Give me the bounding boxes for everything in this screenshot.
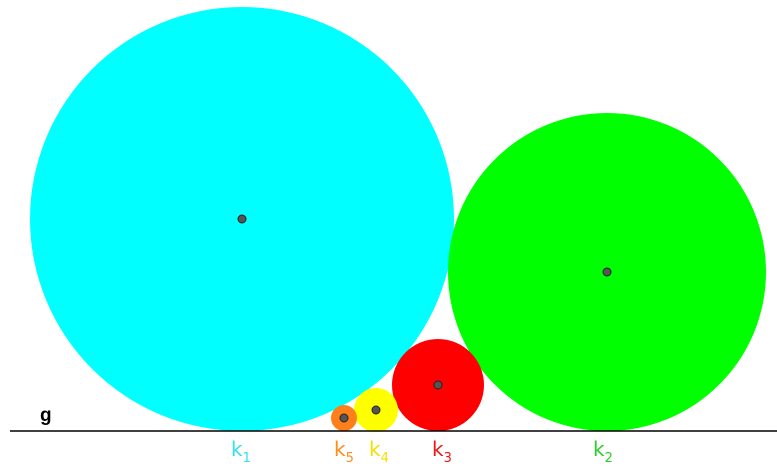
center-point-k5[interactable]: [339, 413, 349, 423]
label-k1: k1: [231, 437, 251, 466]
center-point-k4[interactable]: [371, 405, 381, 415]
center-point-k3[interactable]: [433, 380, 443, 390]
label-k2: k2: [593, 437, 613, 466]
center-point-k2[interactable]: [602, 267, 612, 277]
line-label-g: g: [40, 405, 52, 426]
label-k4: k4: [369, 437, 389, 466]
label-k3: k3: [432, 437, 452, 466]
center-point-k1[interactable]: [237, 214, 247, 224]
label-k5: k5: [334, 437, 354, 466]
